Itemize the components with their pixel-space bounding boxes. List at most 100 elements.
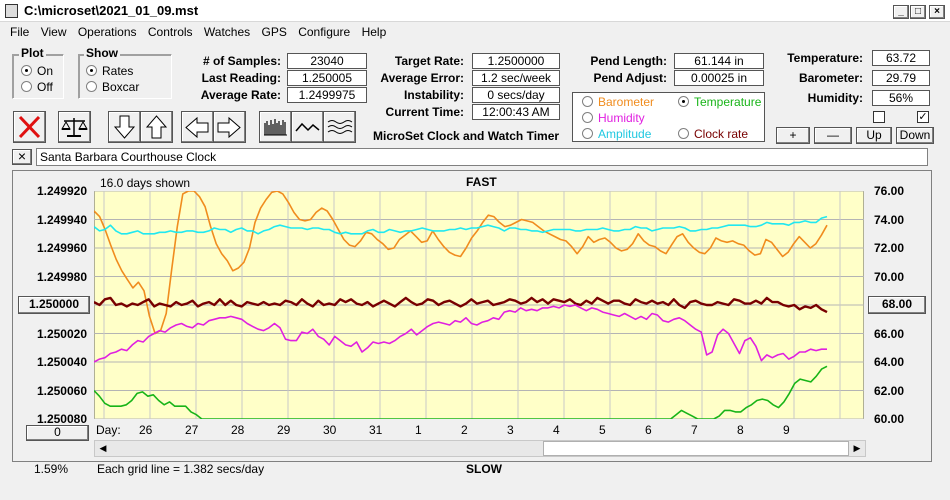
humidity-value: 56% — [872, 90, 930, 106]
average-error-label: Average Error: — [380, 71, 464, 85]
y-left-tick: 1.250020 — [36, 326, 87, 341]
x-tick-label: 7 — [691, 423, 698, 437]
down-button[interactable]: Down — [896, 127, 934, 144]
x-tick-label: 27 — [185, 423, 199, 437]
y-right-tick: 60.00 — [874, 412, 905, 426]
menu-gps[interactable]: GPS — [261, 25, 287, 39]
radio-off-icon — [678, 128, 689, 139]
pend-length-value[interactable]: 61.144 in — [674, 53, 764, 69]
menu-configure[interactable]: Configure — [298, 25, 351, 39]
bars-view-button[interactable] — [259, 111, 292, 143]
average-error-value: 1.2 sec/week — [472, 70, 560, 86]
grid-note: Each grid line = 1.382 secs/day — [97, 462, 265, 476]
samples-label: # of Samples: — [202, 54, 281, 68]
legend-temperature[interactable]: Temperature — [678, 95, 761, 109]
radio-off-icon — [582, 112, 593, 123]
percent-label: 1.59% — [34, 462, 69, 476]
menu-watches[interactable]: Watches — [203, 25, 251, 39]
rate-center-button[interactable]: 1.250000 — [18, 296, 90, 314]
legend-clock-rate[interactable]: Clock rate — [678, 127, 748, 141]
stop-button[interactable] — [13, 111, 46, 143]
left-checkbox[interactable] — [873, 111, 885, 123]
legend-clock-rate-label: Clock rate — [694, 127, 749, 141]
show-rates-label: Rates — [102, 64, 134, 78]
x-tick-label: 8 — [737, 423, 744, 437]
x-tick-label: 30 — [323, 423, 337, 437]
days-shown: 16.0 days shown — [100, 176, 191, 190]
line-view-button[interactable] — [291, 111, 324, 143]
plot-off-label: Off — [37, 80, 53, 94]
scroll-right-icon[interactable]: ▶ — [853, 443, 861, 453]
average-rate-label: Average Rate: — [200, 88, 281, 102]
clock-name-field[interactable]: Santa Barbara Courthouse Clock — [36, 148, 928, 166]
current-time-label: Current Time: — [385, 105, 464, 119]
minus-button[interactable]: — — [814, 127, 852, 144]
series-humidity — [94, 304, 827, 363]
menu-view[interactable]: View — [40, 25, 67, 39]
target-rate-value[interactable]: 1.2500000 — [472, 53, 560, 69]
legend-barometer[interactable]: Barometer — [582, 95, 654, 109]
y-left-tick: 1.249920 — [36, 184, 87, 198]
menu-controls[interactable]: Controls — [147, 25, 193, 39]
plot-on-radio[interactable]: On — [21, 64, 53, 78]
scroll-thumb[interactable] — [543, 441, 849, 456]
legend-humidity[interactable]: Humidity — [582, 111, 645, 125]
x-tick-label: 9 — [783, 423, 790, 437]
down-arrow-button[interactable] — [108, 111, 141, 143]
radio-off-icon — [86, 81, 97, 92]
left-arrow-button[interactable] — [181, 111, 214, 143]
x-tick-label: 29 — [277, 423, 291, 437]
legend-barometer-label: Barometer — [598, 95, 655, 109]
radio-off-icon — [21, 81, 32, 92]
arrow-right-icon — [217, 116, 241, 139]
temperature-value: 63.72 — [872, 50, 930, 66]
y-left-tick: 1.250040 — [36, 355, 87, 369]
close-clock-button[interactable]: × — [12, 149, 32, 165]
menu-file[interactable]: File — [10, 25, 30, 39]
pend-adjust-value[interactable]: 0.00025 in — [674, 70, 764, 86]
right-arrow-button[interactable] — [213, 111, 246, 143]
up-arrow-button[interactable] — [140, 111, 173, 143]
show-rates-radio[interactable]: Rates — [86, 64, 133, 78]
show-boxcar-label: Boxcar — [102, 80, 140, 94]
series-legend: Barometer Temperature Humidity Amplitude… — [572, 92, 765, 142]
app-icon — [5, 4, 18, 18]
x-tick-label: 2 — [461, 423, 468, 437]
maximize-button[interactable]: □ — [910, 5, 926, 19]
target-rate-label: Target Rate: — [394, 54, 464, 68]
x-tick-label: 5 — [599, 423, 606, 437]
chart-plot-area — [94, 191, 864, 419]
scale-button[interactable] — [58, 111, 91, 143]
wave-icon — [327, 120, 353, 134]
offset-button[interactable]: 0 — [26, 425, 89, 441]
show-group — [78, 54, 172, 99]
series-clock-rate — [94, 296, 828, 314]
up-button[interactable]: Up — [856, 127, 892, 144]
menu-operations[interactable]: Operations — [77, 25, 137, 39]
horizontal-scrollbar[interactable]: ◀ ▶ — [94, 440, 866, 457]
pend-length-label: Pend Length: — [590, 54, 667, 68]
title-bar: C:\microset\2021_01_09.mst _ □ × — [0, 0, 950, 22]
close-window-button[interactable]: × — [929, 5, 945, 19]
day-prefix: Day: — [96, 423, 121, 437]
series-barometer — [94, 191, 828, 335]
x-tick-label: 28 — [231, 423, 245, 437]
minimize-button[interactable]: _ — [893, 5, 909, 19]
red-x-icon — [18, 115, 41, 139]
legend-amplitude[interactable]: Amplitude — [582, 127, 651, 141]
plus-button[interactable]: + — [776, 127, 810, 144]
temperature-label: Temperature: — [787, 51, 863, 65]
show-boxcar-radio[interactable]: Boxcar — [86, 80, 139, 94]
y-left-tick: 1.249960 — [36, 241, 87, 255]
y-left-tick: 1.249980 — [36, 269, 87, 284]
arrow-down-icon — [113, 115, 136, 139]
right-center-button[interactable]: 68.00 — [868, 296, 926, 314]
y-right-tick: 66.00 — [874, 326, 905, 341]
right-checkbox[interactable]: ✓ — [917, 111, 929, 123]
menu-help[interactable]: Help — [361, 25, 387, 39]
y-right-tick: 62.00 — [874, 383, 905, 398]
bar-chart-icon — [264, 119, 287, 136]
scroll-left-icon[interactable]: ◀ — [99, 443, 107, 453]
plot-off-radio[interactable]: Off — [21, 80, 53, 94]
wave-view-button[interactable] — [323, 111, 356, 143]
